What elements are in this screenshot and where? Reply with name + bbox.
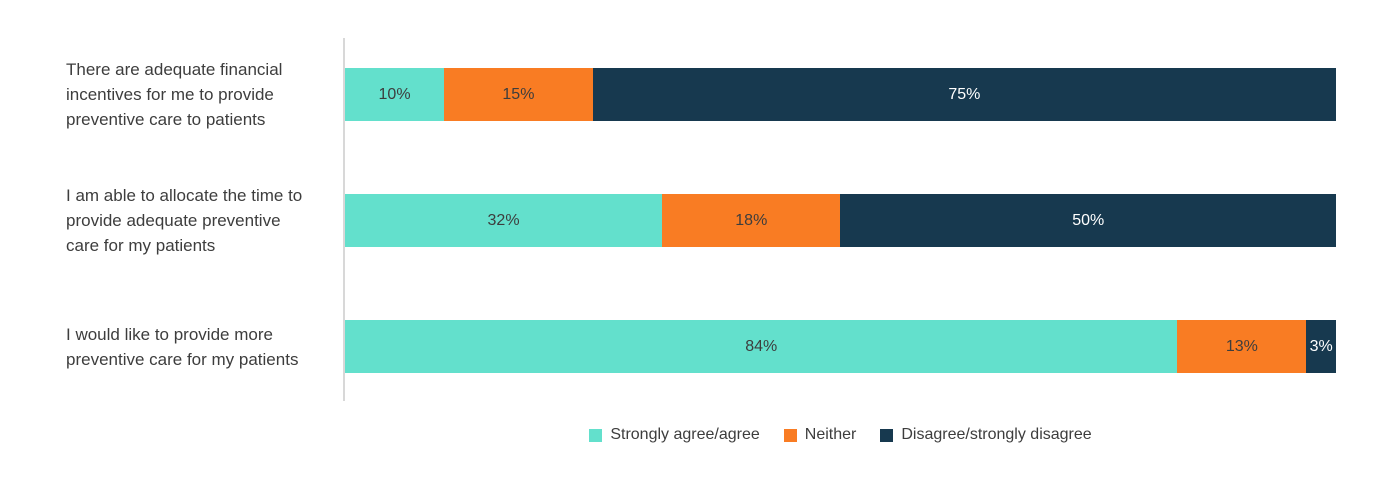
legend: Strongly agree/agree Neither Disagree/stro… xyxy=(345,426,1336,444)
value-label: 18% xyxy=(735,211,768,229)
bar-segment[interactable]: 84% xyxy=(345,320,1178,373)
bar-row: I would like to provide more preventive … xyxy=(0,320,1400,373)
bar-segment[interactable]: 50% xyxy=(840,194,1336,247)
bar-row: There are adequate financial incentives … xyxy=(0,60,1400,129)
legend-item[interactable]: Strongly agree/agree xyxy=(589,426,760,444)
legend-label: Strongly agree/agree xyxy=(610,426,760,443)
legend-label: Neither xyxy=(804,426,857,443)
category-axis-line xyxy=(343,38,345,401)
bar-segment[interactable]: 3% xyxy=(1306,320,1336,373)
value-label: 3% xyxy=(1309,337,1333,355)
value-label: 84% xyxy=(745,337,778,355)
bar-rows: There are adequate financial incentives … xyxy=(0,60,1400,373)
bar-stack: 84% 13% 3% xyxy=(345,320,1336,373)
value-label: 75% xyxy=(948,85,981,103)
legend-swatch-icon xyxy=(589,428,603,442)
value-label: 32% xyxy=(487,211,520,229)
legend-label: Disagree/strongly disagree xyxy=(901,426,1092,443)
category-label: There are adequate financial incentives … xyxy=(66,60,283,129)
bar-row: I am able to allocate the time to provid… xyxy=(0,186,1400,255)
value-label: 13% xyxy=(1225,337,1258,355)
legend-item[interactable]: Neither xyxy=(783,426,857,444)
bar-stack: 10% 15% 75% xyxy=(345,68,1336,121)
bar-segment[interactable]: 15% xyxy=(444,68,593,121)
category-label: I would like to provide more preventive … xyxy=(66,324,299,369)
value-label: 50% xyxy=(1072,211,1105,229)
category-label: I am able to allocate the time to provid… xyxy=(66,186,303,255)
bar-segment[interactable]: 75% xyxy=(592,68,1336,121)
legend-swatch-icon xyxy=(880,428,894,442)
bar-stack: 32% 18% 50% xyxy=(345,194,1336,247)
value-label: 15% xyxy=(502,85,535,103)
bar-segment[interactable]: 10% xyxy=(345,68,445,121)
bar-segment[interactable]: 32% xyxy=(345,194,663,247)
bar-segment[interactable]: 18% xyxy=(662,194,841,247)
bar-segment[interactable]: 13% xyxy=(1177,320,1307,373)
value-label: 10% xyxy=(378,85,411,103)
legend-swatch-icon xyxy=(783,428,797,442)
legend-item[interactable]: Disagree/strongly disagree xyxy=(880,426,1092,444)
